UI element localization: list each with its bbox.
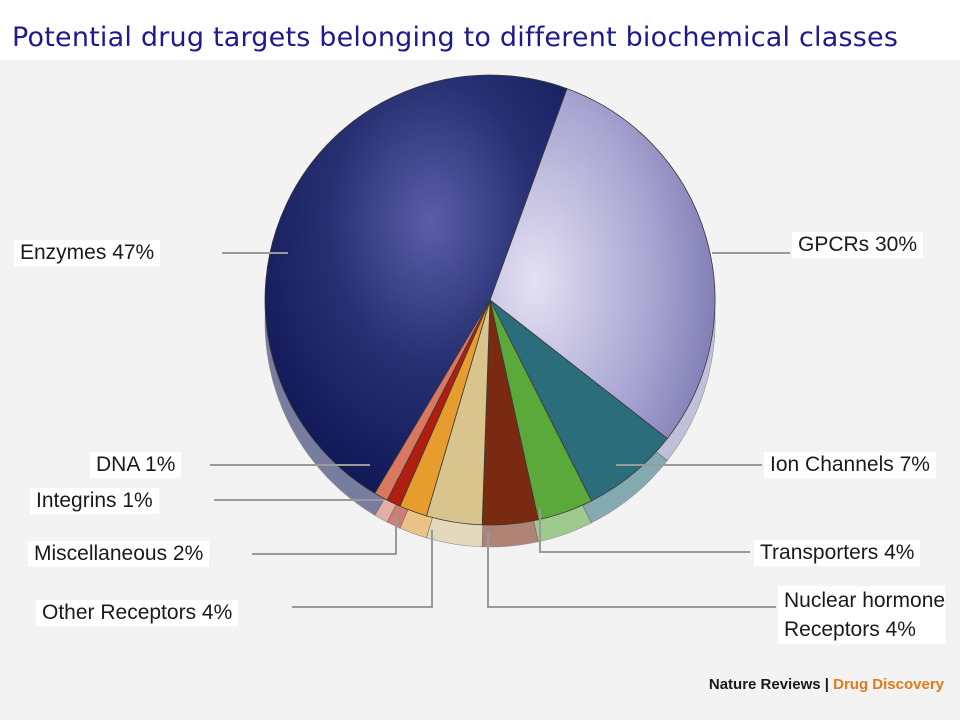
label-nuclear-hormone-line-1: Nuclear hormone: [784, 589, 946, 612]
source-section: Drug Discovery: [833, 676, 944, 693]
label-other-receptors: Other Receptors 4%: [36, 600, 239, 626]
label-enzymes: Enzymes 47%: [14, 240, 161, 266]
label-nuclear-hormone-receptors: Nuclear hormone Receptors 4%: [778, 586, 946, 644]
leader-line-other-receptors: [292, 530, 433, 608]
slide-title: Potential drug targets belonging to diff…: [12, 22, 899, 53]
pie-slice-gpcrs: [489, 88, 716, 440]
label-miscellaneous: Miscellaneous 2%: [28, 541, 210, 567]
label-nuclear-hormone-line-2: Receptors 4%: [784, 618, 916, 641]
leader-line-transporters: [539, 508, 750, 553]
label-ion-channels: Ion Channels 7%: [764, 452, 936, 478]
pie-slice-enzymes: [264, 74, 568, 494]
chart-area: Enzymes 47% GPCRs 30% Ion Channels 7% Tr…: [0, 60, 960, 720]
leader-lines: [210, 252, 790, 608]
label-dna: DNA 1%: [90, 452, 182, 478]
pie-chart: [210, 74, 790, 608]
label-integrins: Integrins 1%: [30, 488, 159, 514]
source-journal: Nature Reviews: [708, 676, 821, 693]
label-transporters: Transporters 4%: [754, 540, 921, 566]
source-separator: |: [824, 676, 829, 693]
label-gpcrs: GPCRs 30%: [792, 232, 924, 258]
leader-line-nuclear-hormone: [487, 532, 776, 608]
leader-line-miscellaneous: [252, 516, 397, 555]
source-credit: Nature Reviews | Drug Discovery: [709, 676, 944, 693]
